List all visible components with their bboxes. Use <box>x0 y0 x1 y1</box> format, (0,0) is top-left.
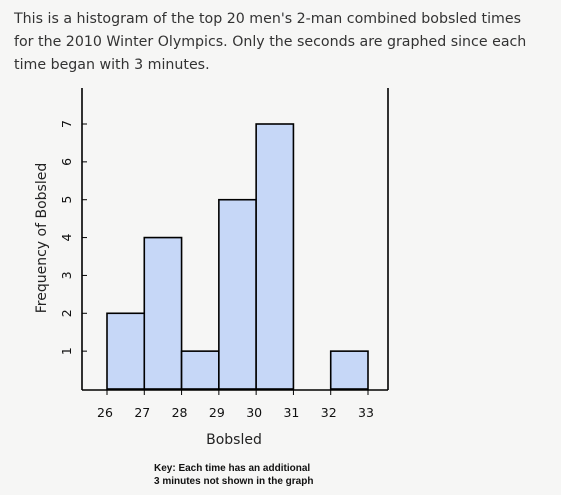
bars-layer <box>106 123 369 390</box>
histogram-bar-30-31 <box>255 123 295 390</box>
y-tick-label-7: 7 <box>59 120 74 128</box>
y-tick-label-4: 4 <box>59 234 74 242</box>
histogram-bar-28-29 <box>180 350 220 390</box>
chart-description: This is a histogram of the top 20 men's … <box>14 11 527 73</box>
y-ticks: 1 2 3 4 5 6 7 <box>59 120 87 355</box>
y-tick-label-5: 5 <box>59 196 74 204</box>
x-ticks: 26 27 28 29 30 31 32 33 <box>97 390 374 420</box>
x-tick-label-30: 30 <box>246 405 262 420</box>
key-line-2: 3 minutes not shown in the graph <box>154 476 314 487</box>
histogram-bar-29-30 <box>218 198 257 390</box>
y-tick-label-3: 3 <box>59 271 74 279</box>
y-axis-label: Frequency of Bobsled <box>34 163 50 313</box>
x-axis-label: Bobsled <box>206 432 262 448</box>
histogram-bar-27-28 <box>143 236 183 390</box>
x-tick-label-29: 29 <box>209 405 225 420</box>
histogram-bar-26-27 <box>106 312 146 390</box>
key-note: Key: Each time has an additional 3 minut… <box>154 462 404 488</box>
x-tick-label-33: 33 <box>358 405 374 420</box>
x-tick-label-31: 31 <box>283 405 299 420</box>
x-tick-label-27: 27 <box>134 405 150 420</box>
axes-layer <box>81 88 389 391</box>
x-tick-label-28: 28 <box>172 405 188 420</box>
histogram-bar-32-33 <box>329 350 369 390</box>
y-tick-label-6: 6 <box>59 158 74 166</box>
y-tick-label-1: 1 <box>59 347 74 355</box>
y-tick-label-2: 2 <box>59 309 74 317</box>
x-tick-label-32: 32 <box>321 405 337 420</box>
key-line-1: Key: Each time has an additional <box>154 463 311 474</box>
x-tick-label-26: 26 <box>97 405 113 420</box>
